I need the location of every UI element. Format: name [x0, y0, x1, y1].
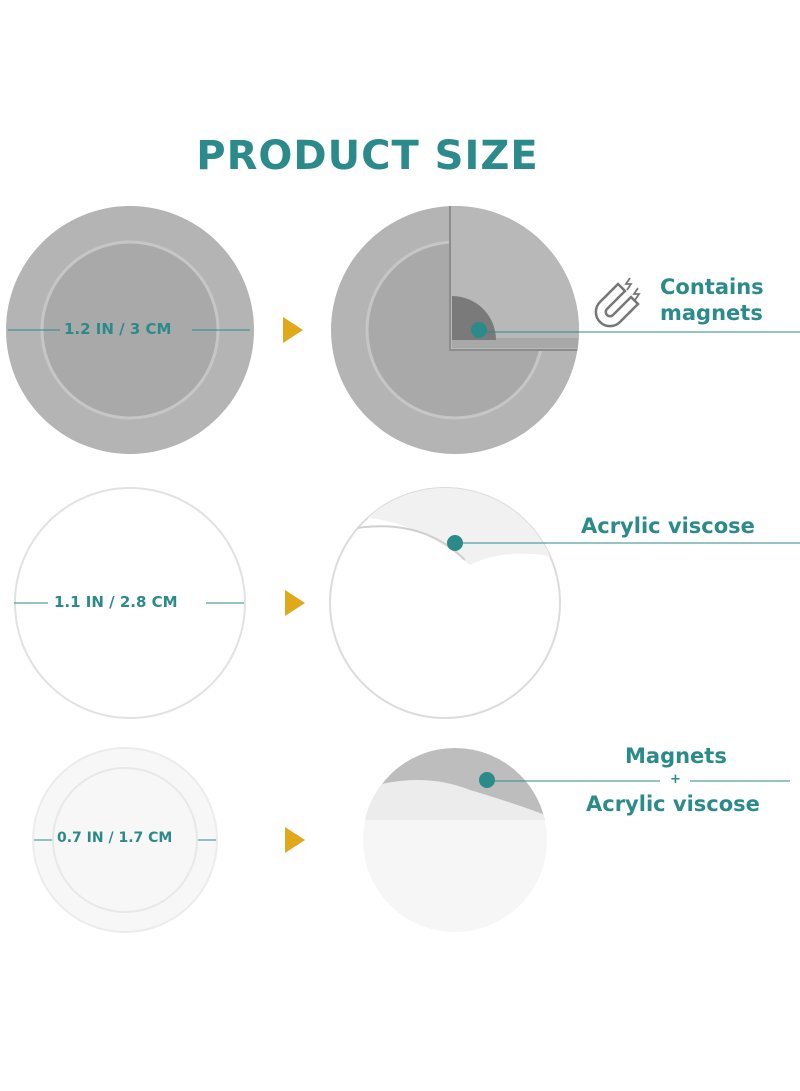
feature-label: Magnets	[625, 744, 727, 768]
plus-sign: +	[670, 772, 681, 787]
feature-label: magnets	[660, 301, 763, 325]
small-white-disc	[32, 747, 218, 933]
feature-label: Contains	[660, 275, 764, 299]
arrow-icon	[283, 317, 303, 343]
small-disc-peeled	[363, 748, 547, 932]
arrow-icon	[285, 590, 305, 616]
arrow-icon	[285, 827, 305, 853]
size-label: 1.2 IN / 3 CM	[64, 320, 172, 338]
feature-label: Acrylic viscose	[581, 514, 755, 538]
magnet-icon	[594, 277, 641, 328]
white-disc-peeled	[329, 487, 561, 719]
size-label: 0.7 IN / 1.7 CM	[57, 830, 173, 846]
size-label: 1.1 IN / 2.8 CM	[54, 593, 178, 611]
page-title: PRODUCT SIZE	[196, 133, 539, 179]
feature-label: Acrylic viscose	[586, 792, 760, 816]
gray-magnet-disc	[6, 206, 254, 454]
gray-disc-cutaway	[331, 206, 579, 454]
